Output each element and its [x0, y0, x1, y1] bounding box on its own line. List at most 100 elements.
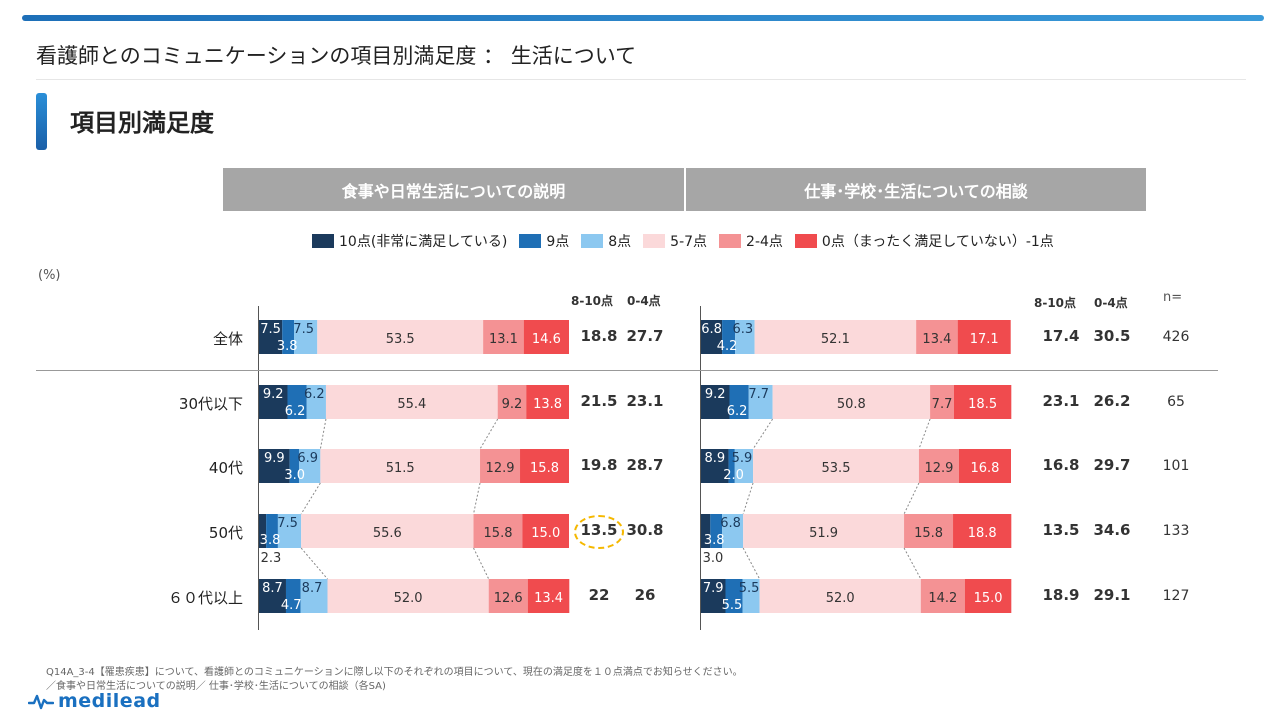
segment-label: 16.8: [970, 461, 999, 476]
segment-label: 7.7: [748, 387, 769, 402]
col-header-top3-left: 8-10点: [571, 294, 614, 308]
n-value: 65: [1167, 394, 1185, 410]
segment-label: 2.0: [723, 468, 744, 483]
bottom-value: 28.7: [626, 456, 664, 474]
top3-value: 23.1: [1042, 392, 1080, 410]
bar-segment: [722, 514, 744, 548]
bar-segment: [916, 320, 958, 354]
segment-label: 13.8: [533, 397, 562, 412]
segment-label: 6.3: [733, 322, 754, 337]
connector-line: [752, 418, 774, 450]
medilead-logo: medilead: [28, 690, 161, 712]
connector-line: [300, 547, 328, 580]
bar-segment: [327, 579, 489, 613]
legend-item: 8点: [581, 231, 631, 251]
bottom-value: 26.2: [1093, 392, 1131, 410]
bar-segment: [701, 579, 726, 613]
segment-label: 52.1: [821, 332, 850, 347]
legend-item: 0点（まったく満足していない）-1点: [794, 231, 1054, 251]
segment-label: 15.0: [531, 526, 560, 541]
top3-value: 21.5: [580, 392, 618, 410]
segment-label: 53.5: [822, 461, 851, 476]
segment-label: 13.4: [922, 332, 951, 347]
bar-segment: [287, 385, 307, 419]
bar-segment: [317, 320, 484, 354]
bar-segment: [473, 514, 523, 548]
bar-segment: [701, 449, 729, 483]
bar-segment: [259, 514, 267, 548]
row-label: 全体: [212, 330, 243, 348]
top3-value: 17.4: [1042, 327, 1080, 345]
bar-segment: [735, 320, 755, 354]
connector-line: [903, 482, 920, 515]
connector-line: [473, 482, 481, 515]
top3-value: 13.5: [1042, 521, 1080, 539]
legend-label: 5-7点: [670, 234, 708, 250]
segment-label: 9.2: [502, 397, 523, 412]
bottom-value: 29.1: [1093, 586, 1131, 604]
segment-label: 5.5: [739, 581, 760, 596]
bar-segment: [725, 579, 743, 613]
bar-segment: [958, 449, 1011, 483]
segment-label: 6.8: [720, 516, 741, 531]
highlight-circle: [574, 515, 624, 549]
bar-segment: [522, 514, 569, 548]
legend-label: 8点: [608, 234, 632, 250]
connector-line: [742, 482, 754, 515]
bar-segment: [306, 385, 326, 419]
segment-label: 6.2: [285, 404, 306, 419]
segment-label: 7.7: [932, 397, 953, 412]
bottom-value: 26: [634, 586, 656, 604]
segment-label: 52.0: [394, 591, 423, 606]
bar-segment: [754, 320, 917, 354]
segment-label: 18.5: [968, 397, 997, 412]
legend-item: 5-7点: [643, 231, 707, 251]
bar-segment: [497, 385, 527, 419]
bar-segment: [320, 449, 481, 483]
legend-item: 9点: [519, 231, 569, 251]
n-value: 133: [1162, 523, 1190, 539]
bar-segment: [259, 320, 283, 354]
bar-segment: [480, 449, 521, 483]
bar-segment: [920, 579, 965, 613]
legend: 10点(非常に満足している) 9点 8点 5-7点 2-4点 0点（まったく満足…: [312, 231, 1066, 251]
bar-segment: [266, 514, 278, 548]
bottom-value: 27.7: [626, 327, 664, 345]
bottom-value: 30.5: [1093, 327, 1131, 345]
segment-label: 7.9: [703, 581, 724, 596]
segment-label: 51.5: [386, 461, 415, 476]
connector-line: [918, 418, 931, 450]
bar-segment: [289, 449, 299, 483]
segment-label: 12.6: [494, 591, 523, 606]
panel-header-right: 仕事･学校･生活についての相談: [686, 168, 1146, 211]
legend-swatch: [312, 234, 334, 248]
segment-label: 9.9: [264, 451, 285, 466]
bar-segment: [259, 449, 290, 483]
legend-item: 2-4点: [719, 231, 783, 251]
legend-label: 0点（まったく満足していない）-1点: [821, 234, 1054, 250]
bar-segment: [701, 385, 730, 419]
legend-swatch: [794, 234, 817, 248]
legend-label: 2-4点: [746, 234, 783, 250]
footnote-line2: ／食事や日常生活についての説明／ 仕事･学校･生活についての相談（各SA): [46, 681, 386, 692]
segment-label: 51.9: [809, 526, 838, 541]
bar-segment: [523, 320, 569, 354]
connector-line: [473, 547, 490, 580]
segment-label: 5.9: [732, 451, 753, 466]
top-accent-bar: [22, 15, 1264, 21]
bar-segment: [282, 320, 295, 354]
bottom-value: 23.1: [626, 392, 664, 410]
bar-segment: [301, 514, 474, 548]
connector-line: [903, 547, 922, 580]
bar-segment: [520, 449, 569, 483]
logo-text: medilead: [58, 690, 161, 712]
segment-label: 15.8: [914, 526, 943, 541]
segment-label: 14.6: [532, 332, 561, 347]
bar-segment: [527, 579, 570, 613]
bar-segment: [759, 579, 921, 613]
bar-segment: [743, 514, 905, 548]
segment-label: 6.9: [297, 451, 318, 466]
segment-label: 53.5: [386, 332, 415, 347]
page-title: 看護師とのコミュニケーションの項目別満足度 ： 生活について: [36, 44, 637, 68]
segment-label: 8.9: [704, 451, 725, 466]
